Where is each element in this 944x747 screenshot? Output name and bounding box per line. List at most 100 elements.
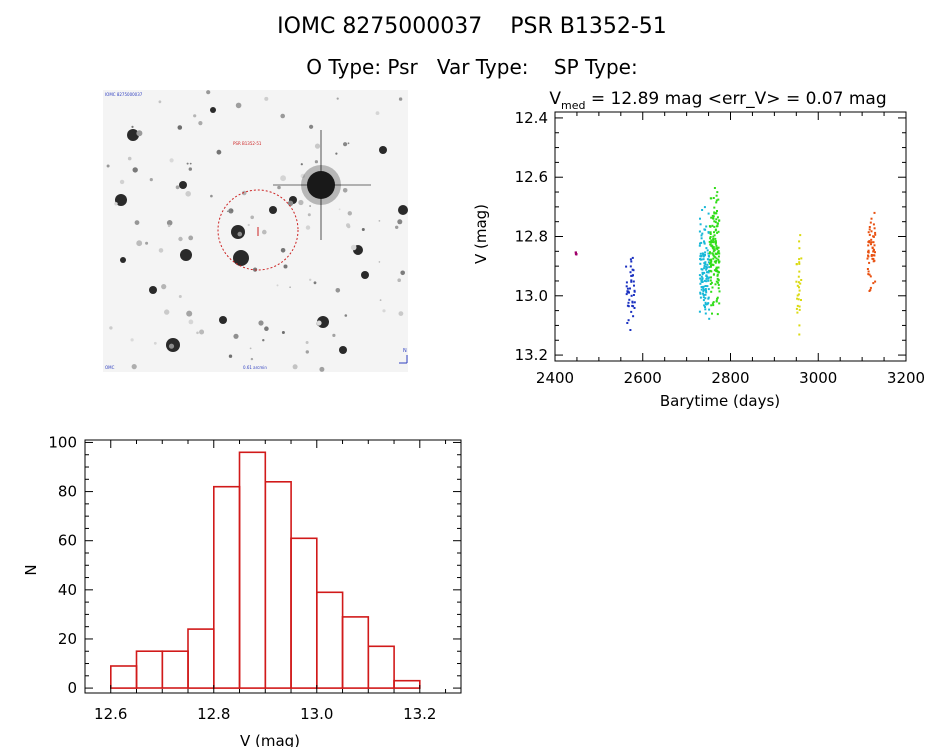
y-tick-label: 12.4 — [515, 109, 548, 127]
data-point — [703, 279, 706, 282]
star — [298, 199, 304, 206]
data-point — [705, 289, 707, 292]
histogram-bar — [290, 537, 318, 689]
data-point — [713, 220, 716, 223]
star — [400, 270, 406, 276]
data-point — [867, 255, 870, 258]
data-point — [711, 263, 714, 266]
star — [249, 347, 252, 350]
data-point — [715, 257, 718, 260]
data-point — [868, 228, 871, 231]
data-point — [716, 216, 719, 219]
data-point — [798, 258, 801, 261]
data-point — [870, 230, 873, 233]
data-point — [713, 187, 716, 189]
star — [228, 354, 233, 358]
data-point — [702, 299, 705, 302]
data-point — [872, 241, 875, 244]
x-tick-label: 2800 — [711, 369, 749, 387]
star — [185, 191, 191, 197]
star — [314, 160, 318, 164]
star — [395, 225, 399, 229]
data-point — [711, 214, 714, 217]
data-point — [704, 293, 707, 296]
star-field — [106, 90, 408, 372]
star — [186, 162, 189, 165]
type-line: O Type: Psr Var Type: SP Type: — [0, 55, 944, 79]
data-point — [629, 265, 632, 268]
star — [188, 235, 194, 241]
data-point — [702, 292, 704, 295]
star — [397, 219, 403, 225]
data-point — [709, 237, 712, 240]
data-point — [708, 308, 711, 311]
data-point — [715, 212, 718, 215]
stamp-scale-label: 0.61 arcmin — [243, 365, 267, 370]
data-point — [798, 240, 801, 243]
data-point — [714, 256, 717, 259]
sky-image-svg: IOMC 8275000037 PSR B1352-51 OMC 0.61 ar… — [103, 90, 408, 372]
star — [338, 208, 341, 211]
star — [269, 206, 277, 214]
star — [127, 156, 132, 161]
data-point — [708, 276, 711, 279]
star — [305, 225, 311, 230]
data-point — [718, 219, 721, 222]
star — [309, 278, 312, 281]
data-point — [630, 280, 633, 283]
data-point — [712, 197, 715, 199]
data-point — [873, 211, 876, 214]
stamp-bottom-left-label: OMC — [105, 365, 115, 370]
data-point — [629, 329, 632, 331]
data-point — [870, 217, 873, 220]
data-point — [629, 258, 632, 261]
data-point — [703, 240, 705, 243]
data-point — [795, 280, 798, 283]
histogram-xlabel: V (mag) — [240, 732, 300, 747]
star — [281, 331, 285, 334]
data-point — [632, 280, 635, 283]
star — [233, 333, 239, 339]
data-point — [713, 255, 716, 258]
data-point — [708, 262, 711, 265]
data-point — [712, 239, 715, 242]
data-point — [632, 315, 635, 318]
stamp-top-label: IOMC 8275000037 — [105, 92, 143, 97]
data-point — [715, 268, 717, 271]
star — [292, 364, 298, 370]
star — [235, 102, 242, 109]
data-point — [716, 277, 719, 280]
data-point — [867, 231, 870, 234]
star — [231, 225, 245, 239]
star — [169, 158, 174, 163]
star — [119, 179, 125, 185]
data-point — [707, 231, 710, 234]
data-point — [631, 301, 634, 304]
star — [276, 284, 279, 287]
data-point — [797, 275, 800, 278]
light-curve-title: Vmed = 12.89 mag <err_V> = 0.07 mag — [549, 89, 886, 112]
star — [206, 90, 211, 95]
data-point — [714, 242, 717, 245]
data-point — [627, 319, 630, 322]
data-point — [702, 294, 705, 296]
data-point — [716, 191, 719, 194]
data-point — [625, 281, 628, 284]
data-point — [868, 290, 871, 292]
light-curve-chart: Vmed = 12.89 mag <err_V> = 0.07 mag 2400… — [472, 89, 925, 410]
data-point — [702, 296, 705, 299]
star — [361, 271, 369, 279]
data-point — [873, 248, 875, 251]
data-point — [795, 307, 798, 310]
data-point — [712, 250, 715, 253]
histogram-bar — [264, 480, 292, 689]
star — [309, 205, 311, 207]
star — [264, 96, 269, 101]
star — [168, 343, 175, 349]
data-point — [703, 241, 706, 244]
data-point — [870, 238, 873, 241]
star — [262, 229, 267, 235]
data-point — [710, 264, 712, 267]
star — [342, 188, 348, 193]
data-point — [703, 262, 706, 265]
